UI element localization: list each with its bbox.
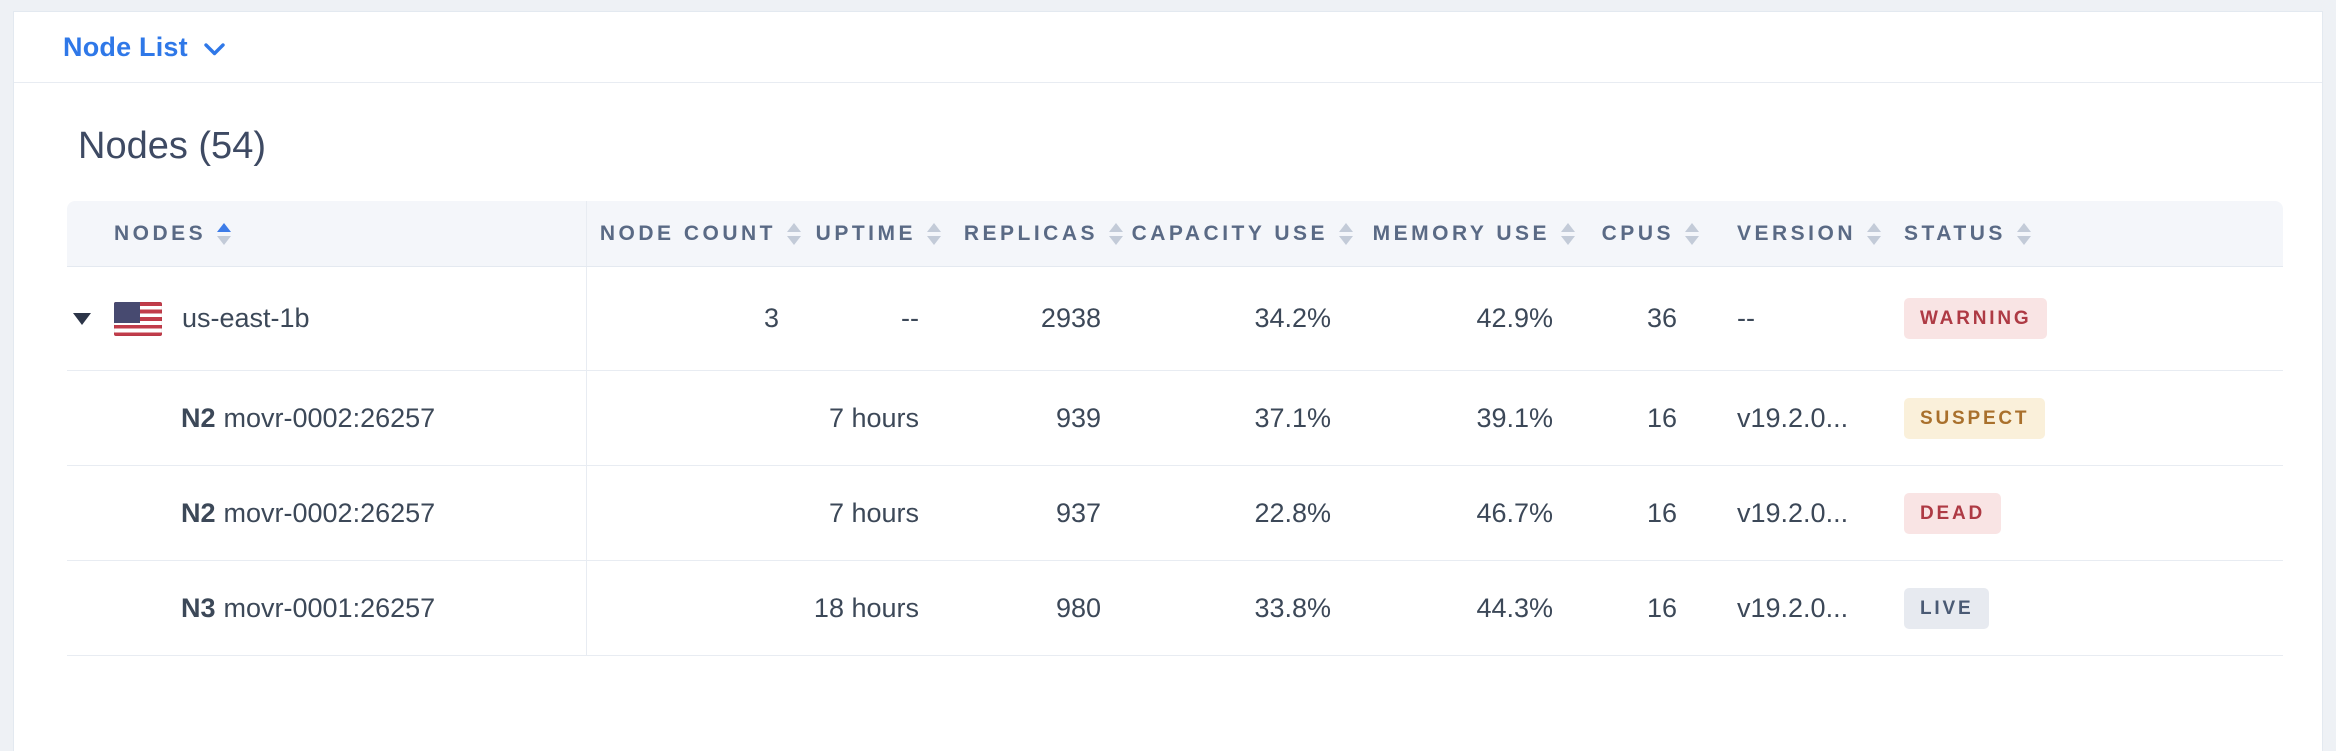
column-label: REPLICAS: [963, 221, 1098, 245]
node-row[interactable]: N2 movr-0002:26257 7 hours 937 22.8% 46.7% 16 v…: [67, 466, 2283, 561]
memory-cell: 42.9%: [1476, 303, 1553, 333]
sort-icon[interactable]: [787, 222, 801, 245]
status-cell: DEAD: [1878, 466, 2283, 560]
node-address: movr-0002:26257: [223, 402, 436, 433]
table-body: us-east-1b 3 -- 2938 34.2% 42.9% 36 -- WARNING N2…: [67, 267, 2283, 656]
uptime-cell: --: [901, 303, 919, 333]
view-selector-dropdown[interactable]: Node List: [63, 32, 225, 63]
node-id: N3: [181, 592, 216, 623]
node-id: N2: [181, 402, 216, 433]
node-name: N3 movr-0001:26257: [67, 593, 435, 624]
caret-down-icon[interactable]: [73, 312, 91, 325]
cpus-cell: 16: [1646, 497, 1677, 528]
nodes-cell: N2 movr-0002:26257: [67, 466, 587, 560]
column-header-uptime[interactable]: UPTIME: [813, 201, 953, 266]
view-selector-bar: Node List: [14, 12, 2322, 83]
dropdown-label: Node List: [63, 31, 188, 62]
status-cell: WARNING: [1878, 267, 2283, 370]
version-cell: v19.2.0...: [1737, 402, 1849, 433]
column-label: UPTIME: [815, 221, 916, 245]
us-flag-icon: [114, 301, 162, 336]
nodes-cell: N3 movr-0001:26257: [67, 561, 587, 655]
sort-icon[interactable]: [927, 222, 941, 245]
column-header-node-count[interactable]: NODE COUNT: [587, 201, 813, 266]
node-count-cell: 3: [763, 303, 779, 333]
column-label: CPUS: [1601, 221, 1674, 245]
table-header-row: NODES NODE COUNT UPTIME REPLICAS CAPACITY US…: [67, 201, 2283, 267]
replicas-cell: 2938: [1040, 303, 1101, 333]
capacity-cell: 33.8%: [1254, 592, 1331, 623]
version-cell: v19.2.0...: [1737, 497, 1849, 528]
node-address: movr-0002:26257: [223, 497, 436, 528]
cpus-cell: 36: [1646, 303, 1677, 333]
uptime-cell: 7 hours: [828, 497, 919, 528]
memory-cell: 44.3%: [1476, 592, 1553, 623]
status-badge: SUSPECT: [1904, 397, 2046, 439]
version-cell: v19.2.0...: [1737, 592, 1849, 623]
memory-cell: 46.7%: [1476, 497, 1553, 528]
sort-icon[interactable]: [1685, 222, 1699, 245]
node-name: N2 movr-0002:26257: [67, 403, 435, 434]
status-cell: SUSPECT: [1878, 371, 2283, 465]
sort-icon[interactable]: [1109, 222, 1123, 245]
node-address: movr-0001:26257: [223, 592, 436, 623]
column-header-memory[interactable]: MEMORY USE: [1365, 201, 1587, 266]
node-count-cell: [587, 371, 813, 465]
node-name: N2 movr-0002:26257: [67, 498, 435, 529]
replicas-cell: 939: [1055, 402, 1101, 433]
column-label: VERSION: [1737, 221, 1857, 245]
sort-icon[interactable]: [1867, 222, 1882, 245]
status-cell: LIVE: [1878, 561, 2283, 655]
uptime-cell: 7 hours: [828, 402, 919, 433]
node-count-cell: [587, 561, 813, 655]
node-row[interactable]: N2 movr-0002:26257 7 hours 939 37.1% 39.1% 16 v…: [67, 371, 2283, 466]
memory-cell: 39.1%: [1476, 402, 1553, 433]
column-header-cpus[interactable]: CPUS: [1587, 201, 1711, 266]
chevron-down-icon: [204, 42, 225, 55]
sort-icon[interactable]: [1561, 222, 1575, 245]
cpus-cell: 16: [1646, 402, 1677, 433]
column-header-status[interactable]: STATUS: [1878, 201, 2283, 266]
column-header-version[interactable]: VERSION: [1711, 201, 1882, 266]
column-header-capacity[interactable]: CAPACITY USE: [1131, 201, 1365, 266]
node-row[interactable]: N3 movr-0001:26257 18 hours 980 33.8% 44.3% 16…: [67, 561, 2283, 656]
region-cell: us-east-1b: [67, 301, 310, 336]
replicas-cell: 937: [1055, 497, 1101, 528]
nodes-cell: N2 movr-0002:26257: [67, 371, 587, 465]
node-id: N2: [181, 497, 216, 528]
status-badge: LIVE: [1904, 587, 1990, 629]
status-badge: DEAD: [1904, 492, 2002, 534]
nodes-cell: us-east-1b: [67, 267, 587, 370]
column-header-replicas[interactable]: REPLICAS: [953, 201, 1135, 266]
sort-icon[interactable]: [2016, 222, 2031, 245]
version-cell: --: [1737, 303, 1755, 333]
replicas-cell: 980: [1055, 592, 1101, 623]
capacity-cell: 34.2%: [1254, 303, 1331, 333]
column-header-nodes[interactable]: NODES: [67, 201, 587, 266]
node-list-card: Node List Nodes (54) NODES NODE COUNT UPTI…: [13, 11, 2323, 751]
column-label: NODE COUNT: [599, 221, 776, 245]
uptime-cell: 18 hours: [813, 592, 919, 623]
column-label: STATUS: [1904, 221, 2006, 245]
region-name: us-east-1b: [182, 303, 310, 333]
node-count-cell: [587, 466, 813, 560]
sort-icon[interactable]: [217, 222, 232, 245]
nodes-table: NODES NODE COUNT UPTIME REPLICAS CAPACITY US…: [67, 201, 2283, 656]
status-badge: WARNING: [1904, 298, 2048, 339]
column-label: MEMORY USE: [1372, 221, 1550, 245]
cpus-cell: 16: [1646, 592, 1677, 623]
region-row[interactable]: us-east-1b 3 -- 2938 34.2% 42.9% 36 -- WARNING: [67, 267, 2283, 371]
column-label: NODES: [114, 221, 207, 245]
column-label: CAPACITY USE: [1131, 221, 1328, 245]
capacity-cell: 37.1%: [1254, 402, 1331, 433]
sort-icon[interactable]: [1339, 222, 1353, 245]
capacity-cell: 22.8%: [1254, 497, 1331, 528]
page-title: Nodes (54): [78, 125, 266, 167]
